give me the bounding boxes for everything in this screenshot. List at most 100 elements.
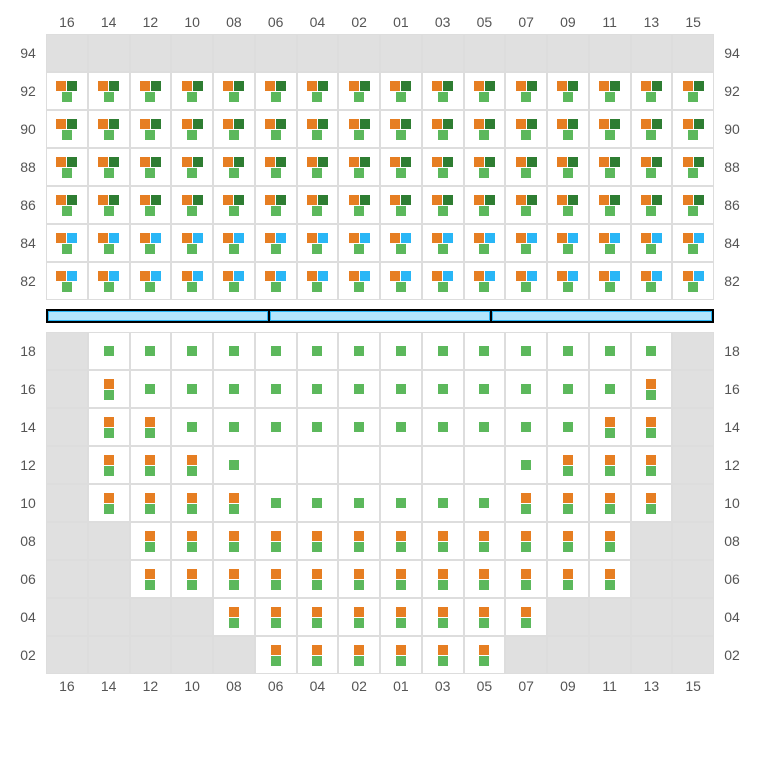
seat-cell[interactable]	[130, 522, 172, 560]
seat-cell[interactable]	[422, 598, 464, 636]
seat-cell[interactable]	[589, 224, 631, 262]
seat-cell[interactable]	[672, 148, 714, 186]
seat-cell[interactable]	[130, 72, 172, 110]
seat-cell[interactable]	[422, 224, 464, 262]
seat-cell[interactable]	[88, 110, 130, 148]
seat-cell[interactable]	[255, 224, 297, 262]
seat-cell[interactable]	[171, 72, 213, 110]
seat-cell[interactable]	[631, 110, 673, 148]
seat-cell[interactable]	[213, 484, 255, 522]
seat-cell[interactable]	[589, 370, 631, 408]
seat-cell[interactable]	[380, 110, 422, 148]
seat-cell[interactable]	[547, 408, 589, 446]
seat-cell[interactable]	[255, 332, 297, 370]
seat-cell[interactable]	[88, 224, 130, 262]
seat-cell[interactable]	[213, 370, 255, 408]
seat-cell[interactable]	[464, 370, 506, 408]
seat-cell[interactable]	[422, 370, 464, 408]
seat-cell[interactable]	[171, 370, 213, 408]
seat-cell[interactable]	[505, 370, 547, 408]
seat-cell[interactable]	[547, 262, 589, 300]
seat-cell[interactable]	[171, 408, 213, 446]
seat-cell[interactable]	[505, 148, 547, 186]
seat-cell[interactable]	[547, 446, 589, 484]
seat-cell[interactable]	[297, 224, 339, 262]
seat-cell[interactable]	[213, 598, 255, 636]
seat-cell[interactable]	[213, 408, 255, 446]
seat-cell[interactable]	[631, 408, 673, 446]
seat-cell[interactable]	[171, 484, 213, 522]
seat-cell[interactable]	[255, 148, 297, 186]
seat-cell[interactable]	[88, 148, 130, 186]
seat-cell[interactable]	[631, 262, 673, 300]
seat-cell[interactable]	[171, 262, 213, 300]
seat-cell[interactable]	[422, 636, 464, 674]
seat-cell[interactable]	[255, 484, 297, 522]
seat-cell[interactable]	[338, 110, 380, 148]
seat-cell[interactable]	[88, 262, 130, 300]
seat-cell[interactable]	[255, 262, 297, 300]
seat-cell[interactable]	[505, 224, 547, 262]
seat-cell[interactable]	[171, 560, 213, 598]
seat-cell[interactable]	[589, 186, 631, 224]
seat-cell[interactable]	[255, 186, 297, 224]
seat-cell[interactable]	[422, 484, 464, 522]
seat-cell[interactable]	[422, 148, 464, 186]
seat-cell[interactable]	[464, 148, 506, 186]
seat-cell[interactable]	[338, 186, 380, 224]
seat-cell[interactable]	[380, 598, 422, 636]
seat-cell[interactable]	[297, 484, 339, 522]
seat-cell[interactable]	[130, 262, 172, 300]
seat-cell[interactable]	[297, 110, 339, 148]
seat-cell[interactable]	[547, 224, 589, 262]
seat-cell[interactable]	[422, 522, 464, 560]
seat-cell[interactable]	[88, 408, 130, 446]
seat-cell[interactable]	[380, 148, 422, 186]
seat-cell[interactable]	[130, 224, 172, 262]
seat-cell[interactable]	[338, 522, 380, 560]
seat-cell[interactable]	[464, 598, 506, 636]
seat-cell[interactable]	[589, 332, 631, 370]
seat-cell[interactable]	[130, 408, 172, 446]
seat-cell[interactable]	[672, 262, 714, 300]
seat-cell[interactable]	[672, 186, 714, 224]
seat-cell[interactable]	[255, 110, 297, 148]
seat-cell[interactable]	[338, 636, 380, 674]
seat-cell[interactable]	[255, 636, 297, 674]
seat-cell[interactable]	[547, 560, 589, 598]
seat-cell[interactable]	[547, 148, 589, 186]
seat-cell[interactable]	[297, 408, 339, 446]
seat-cell[interactable]	[171, 446, 213, 484]
seat-cell[interactable]	[46, 110, 88, 148]
seat-cell[interactable]	[464, 636, 506, 674]
seat-cell[interactable]	[297, 72, 339, 110]
seat-cell[interactable]	[505, 522, 547, 560]
seat-cell[interactable]	[46, 148, 88, 186]
seat-cell[interactable]	[589, 522, 631, 560]
seat-cell[interactable]	[547, 110, 589, 148]
seat-cell[interactable]	[255, 598, 297, 636]
seat-cell[interactable]	[338, 370, 380, 408]
seat-cell[interactable]	[464, 332, 506, 370]
seat-cell[interactable]	[88, 370, 130, 408]
seat-cell[interactable]	[88, 484, 130, 522]
seat-cell[interactable]	[589, 72, 631, 110]
seat-cell[interactable]	[46, 186, 88, 224]
seat-cell[interactable]	[589, 110, 631, 148]
seat-cell[interactable]	[213, 110, 255, 148]
seat-cell[interactable]	[338, 598, 380, 636]
seat-cell[interactable]	[46, 262, 88, 300]
seat-cell[interactable]	[213, 446, 255, 484]
seat-cell[interactable]	[589, 408, 631, 446]
seat-cell[interactable]	[338, 224, 380, 262]
seat-cell[interactable]	[380, 522, 422, 560]
seat-cell[interactable]	[380, 186, 422, 224]
seat-cell[interactable]	[631, 72, 673, 110]
seat-cell[interactable]	[88, 332, 130, 370]
seat-cell[interactable]	[380, 636, 422, 674]
seat-cell[interactable]	[171, 148, 213, 186]
seat-cell[interactable]	[464, 72, 506, 110]
seat-cell[interactable]	[505, 186, 547, 224]
seat-cell[interactable]	[380, 408, 422, 446]
seat-cell[interactable]	[338, 408, 380, 446]
